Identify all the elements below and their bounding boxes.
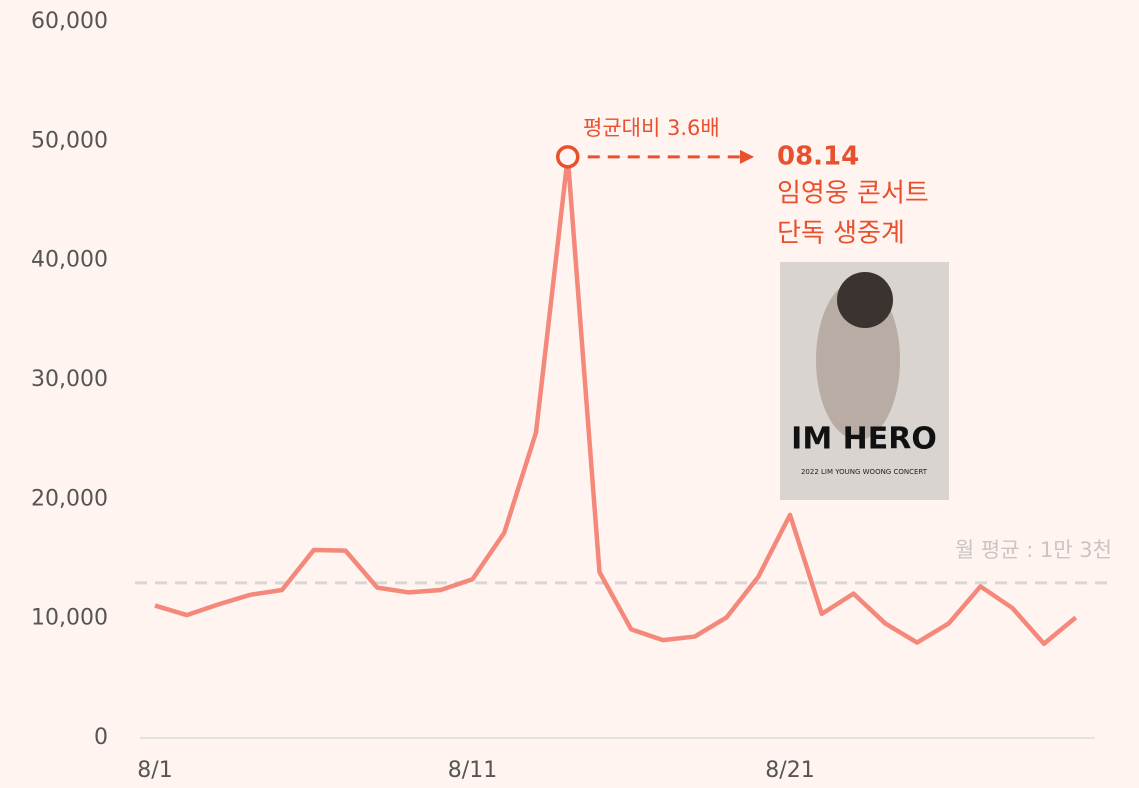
annotation-date: 08.14: [777, 141, 859, 171]
ratio-label: 평균대비 3.6배: [583, 116, 720, 140]
average-label: 월 평균 : 1만 3천: [955, 538, 1112, 562]
poster-title: IM HERO: [791, 422, 937, 457]
x-tick-label: 8/21: [765, 758, 814, 783]
y-tick-label: 20,000: [31, 486, 108, 511]
y-tick-label: 40,000: [31, 248, 108, 273]
y-tick-label: 0: [94, 725, 108, 750]
data-line: [154, 154, 1078, 646]
annotation-line: 임영웅 콘서트: [777, 178, 929, 208]
y-tick-label: 60,000: [31, 9, 108, 34]
y-tick-label: 30,000: [31, 367, 108, 392]
y-tick-label: 50,000: [31, 128, 108, 153]
poster-subtitle: 2022 LIM YOUNG WOONG CONCERT: [801, 468, 928, 476]
x-tick-label: 8/11: [448, 758, 497, 783]
peak-marker: [556, 145, 580, 169]
y-tick-label: 10,000: [31, 606, 108, 631]
annotation-line: 단독 생중계: [777, 218, 905, 248]
arrow-head: [740, 149, 754, 164]
poster-head: [837, 272, 893, 328]
x-tick-label: 8/1: [137, 758, 172, 783]
